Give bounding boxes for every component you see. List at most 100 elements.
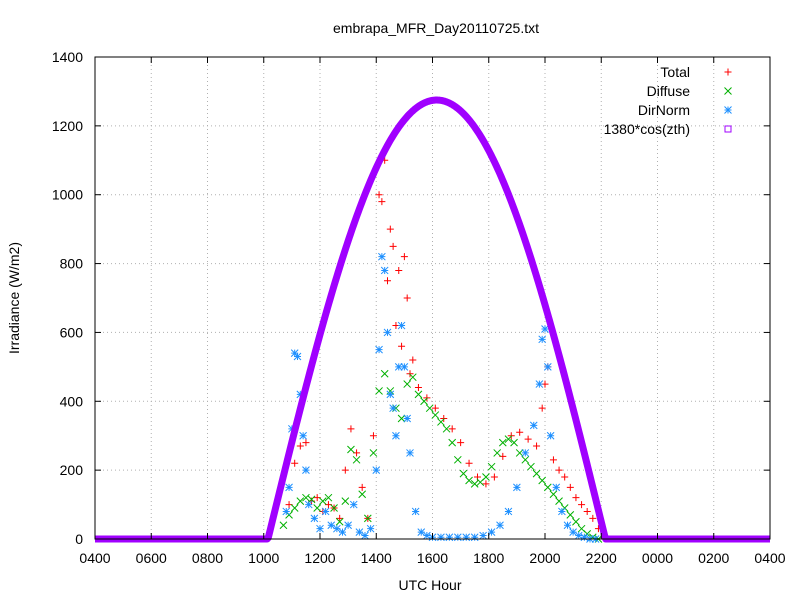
- y-axis: 0 200 400 600 800 1000 1200 1400: [52, 49, 770, 547]
- point-diffuse: [521, 455, 530, 464]
- series-1: [279, 369, 603, 543]
- y-tick-label: 800: [60, 256, 84, 272]
- point-diffuse: [380, 369, 389, 378]
- point-total: [384, 277, 391, 285]
- point-diffuse: [442, 424, 451, 433]
- point-dirnorm: [327, 521, 336, 530]
- point-dirnorm: [546, 431, 555, 440]
- point-total: [516, 428, 524, 436]
- point-dirnorm: [543, 363, 552, 371]
- point-total: [482, 480, 490, 488]
- x-tick-label: 1000: [248, 550, 279, 566]
- x-tick-label: 1400: [361, 550, 392, 566]
- point-diffuse: [459, 469, 468, 478]
- point-dirnorm: [504, 507, 513, 516]
- point-dirnorm: [321, 507, 330, 516]
- point-diffuse: [318, 497, 327, 505]
- legend-marker: [724, 125, 732, 133]
- point-total: [561, 473, 569, 481]
- point-dirnorm: [310, 514, 319, 523]
- point-dirnorm: [361, 531, 369, 540]
- point-dirnorm: [529, 421, 538, 430]
- point-dirnorm: [372, 466, 381, 474]
- point-diffuse: [448, 438, 457, 447]
- legend-label: Diffuse: [647, 83, 691, 99]
- point-dirnorm: [380, 266, 389, 275]
- point-diffuse: [290, 504, 299, 512]
- point-diffuse: [498, 438, 507, 447]
- point-total: [490, 473, 498, 481]
- point-diffuse: [437, 418, 445, 426]
- point-dirnorm: [349, 500, 358, 509]
- point-dirnorm: [392, 431, 400, 440]
- point-dirnorm: [462, 533, 471, 542]
- point-diffuse: [279, 521, 288, 530]
- point-dirnorm: [552, 483, 561, 492]
- point-total: [389, 242, 397, 250]
- point-dirnorm: [417, 528, 426, 536]
- point-dirnorm: [580, 533, 589, 542]
- y-axis-label: Irradiance (W/m2): [6, 242, 22, 354]
- point-dirnorm: [338, 528, 347, 536]
- legend: Total Diffuse DirNorm 1380*cos(zth): [604, 64, 732, 137]
- point-diffuse: [453, 455, 462, 464]
- point-dirnorm: [282, 507, 291, 516]
- point-dirnorm: [411, 507, 420, 516]
- point-total: [336, 514, 344, 522]
- point-dirnorm: [470, 533, 479, 542]
- point-total: [296, 442, 304, 450]
- point-dirnorm: [397, 321, 406, 330]
- x-tick-label: 0000: [642, 550, 673, 566]
- x-tick-label: 1600: [417, 550, 448, 566]
- chart-title: embrapa_MFR_Day20110725.txt: [333, 20, 539, 36]
- point-total: [578, 501, 586, 509]
- point-total: [566, 483, 574, 491]
- point-diffuse: [363, 514, 372, 523]
- point-dirnorm: [355, 528, 364, 536]
- y-tick-label: 1000: [52, 187, 83, 203]
- legend-marker: [724, 106, 732, 114]
- point-total: [549, 456, 557, 464]
- point-dirnorm: [558, 507, 566, 516]
- point-dirnorm: [445, 533, 454, 542]
- point-diffuse: [330, 504, 338, 512]
- point-diffuse: [515, 449, 524, 457]
- point-diffuse: [527, 462, 535, 471]
- point-diffuse: [369, 449, 378, 457]
- point-total: [524, 435, 532, 443]
- legend-marker: [724, 87, 732, 95]
- y-tick-label: 600: [60, 324, 84, 340]
- legend-label: DirNorm: [638, 102, 690, 118]
- point-dirnorm: [296, 390, 305, 399]
- point-diffuse: [335, 517, 344, 526]
- legend-label: Total: [660, 64, 690, 80]
- point-dirnorm: [302, 466, 310, 474]
- point-diffuse: [341, 497, 350, 505]
- y-tick-label: 400: [60, 393, 84, 409]
- point-dirnorm: [538, 335, 547, 344]
- point-dirnorm: [423, 531, 431, 540]
- x-tick-label: 1800: [473, 550, 504, 566]
- point-dirnorm: [521, 449, 530, 457]
- y-tick-label: 1400: [52, 49, 83, 65]
- point-diffuse: [549, 490, 558, 499]
- point-dirnorm: [574, 531, 583, 540]
- point-dirnorm: [400, 363, 409, 371]
- point-diffuse: [487, 462, 496, 471]
- point-diffuse: [324, 493, 333, 502]
- point-dirnorm: [366, 524, 375, 533]
- point-total: [378, 198, 386, 206]
- point-dirnorm: [541, 325, 549, 333]
- point-total: [400, 253, 408, 261]
- point-total: [583, 507, 591, 515]
- point-dirnorm: [406, 449, 414, 457]
- point-dirnorm: [299, 431, 307, 440]
- point-dirnorm: [513, 483, 521, 492]
- x-tick-label: 0400: [754, 550, 785, 566]
- point-diffuse: [482, 473, 490, 481]
- point-diffuse: [302, 493, 310, 502]
- point-dirnorm: [479, 531, 487, 540]
- point-total: [369, 432, 377, 440]
- point-diffuse: [408, 373, 417, 382]
